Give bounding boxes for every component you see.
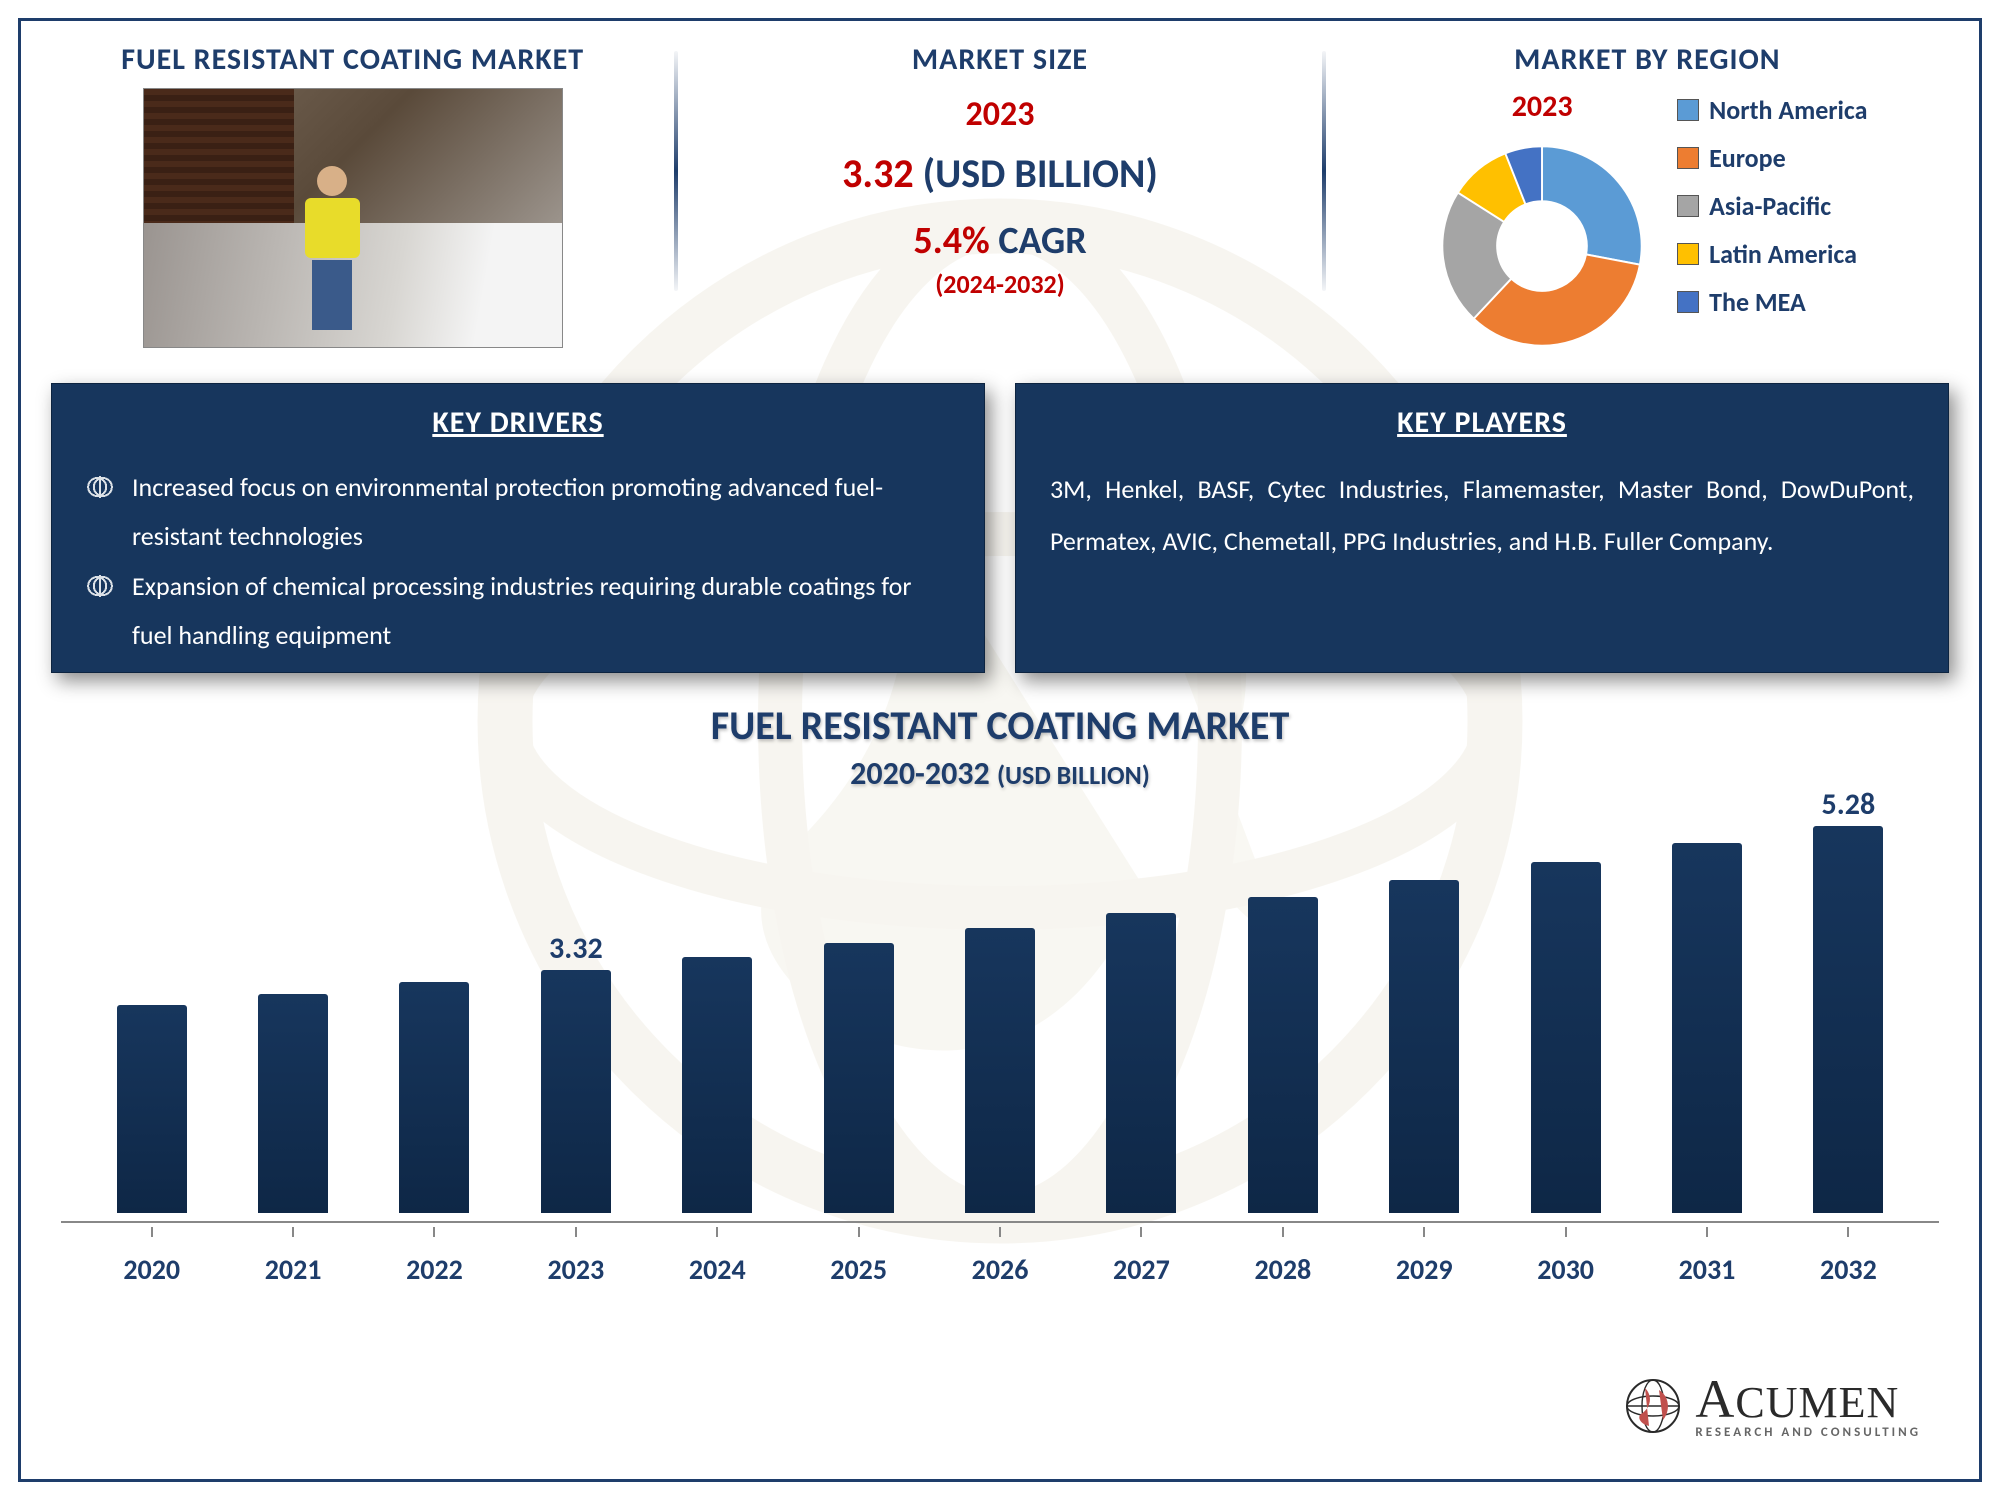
divider [674,51,678,291]
x-axis-label: 2028 [1212,1252,1353,1287]
x-axis-label: 2024 [647,1252,788,1287]
market-cagr: 5.4% CAGR [913,218,1086,264]
bar: 5.28 [1813,826,1883,1213]
bar [399,982,469,1213]
x-axis-label: 2029 [1354,1252,1495,1287]
bar-value-label: 3.32 [549,930,603,967]
key-players-panel: KEY PLAYERS 3M, Henkel, BASF, Cytec Indu… [1015,383,1949,673]
x-axis-label: 2026 [929,1252,1070,1287]
bar-slot [1354,880,1495,1213]
x-axis-label: 2032 [1778,1252,1919,1287]
bar [1389,880,1459,1213]
bar [824,943,894,1213]
bar-slot [1495,862,1636,1213]
key-players-text: 3M, Henkel, BASF, Cytec Industries, Flam… [1050,463,1914,567]
bar [1106,913,1176,1213]
title-market-size: MARKET SIZE [912,41,1088,78]
x-axis-label: 2021 [222,1252,363,1287]
bar-slot [788,943,929,1213]
x-axis-label: 2027 [1071,1252,1212,1287]
bar-slot [647,957,788,1213]
chart-subtitle: 2020-2032 (USD BILLION) [51,754,1949,793]
hero-photo [143,88,563,348]
bar [1531,862,1601,1213]
key-drivers-title: KEY DRIVERS [86,404,950,441]
bar [117,1005,187,1213]
market-cagr-range: (2024-2032) [935,268,1065,300]
title-market: FUEL RESISTANT COATING MARKET [121,41,584,78]
driver-item: Expansion of chemical processing industr… [86,562,950,661]
brand-logo: ACUMEN RESEARCH AND CONSULTING [1623,1372,1921,1439]
divider [1322,51,1326,291]
bar-slot: 3.32 [505,970,646,1213]
region-donut-chart [1427,131,1657,361]
bar-chart-section: FUEL RESISTANT COATING MARKET 2020-2032 … [51,701,1949,1287]
x-axis-label: 2020 [81,1252,222,1287]
bar-slot [1636,843,1777,1213]
key-players-title: KEY PLAYERS [1050,404,1914,441]
x-axis-label: 2031 [1636,1252,1777,1287]
bar-slot [1071,913,1212,1213]
bar-slot [81,1005,222,1213]
top-row: FUEL RESISTANT COATING MARKET MARKET SIZ… [51,41,1949,371]
key-drivers-panel: KEY DRIVERS Increased focus on environme… [51,383,985,673]
bar-slot: 5.28 [1778,826,1919,1213]
driver-item: Increased focus on environmental protect… [86,463,950,562]
globe-icon [1623,1376,1683,1436]
bar [1248,897,1318,1213]
brand-name: ACUMEN [1695,1372,1921,1426]
bar [965,928,1035,1213]
chart-title: FUEL RESISTANT COATING MARKET [51,701,1949,750]
bar-slot [222,994,363,1213]
brand-tagline: RESEARCH AND CONSULTING [1695,1426,1921,1439]
bar [682,957,752,1213]
legend-item: The MEA [1677,286,1867,318]
x-axis-label: 2025 [788,1252,929,1287]
market-size-year: 2023 [966,94,1035,135]
x-axis-label: 2023 [505,1252,646,1287]
bar [1672,843,1742,1213]
legend-item: Europe [1677,142,1867,174]
legend-item: Asia-Pacific [1677,190,1867,222]
x-axis-label: 2022 [364,1252,505,1287]
bar-slot [1212,897,1353,1213]
legend-item: North America [1677,94,1867,126]
bar-value-label: 5.28 [1822,786,1876,823]
x-axis-label: 2030 [1495,1252,1636,1287]
drivers-list: Increased focus on environmental protect… [86,463,950,661]
region-year: 2023 [1427,88,1657,125]
legend-item: Latin America [1677,238,1867,270]
bar: 3.32 [541,970,611,1213]
region-legend: North America Europe Asia-Pacific Latin Ame… [1677,94,1867,318]
market-size-value: 3.32 (USD BILLION) [842,149,1158,198]
bar-slot [364,982,505,1213]
bar [258,994,328,1213]
title-region: MARKET BY REGION [1514,41,1780,78]
bar-slot [929,928,1070,1213]
